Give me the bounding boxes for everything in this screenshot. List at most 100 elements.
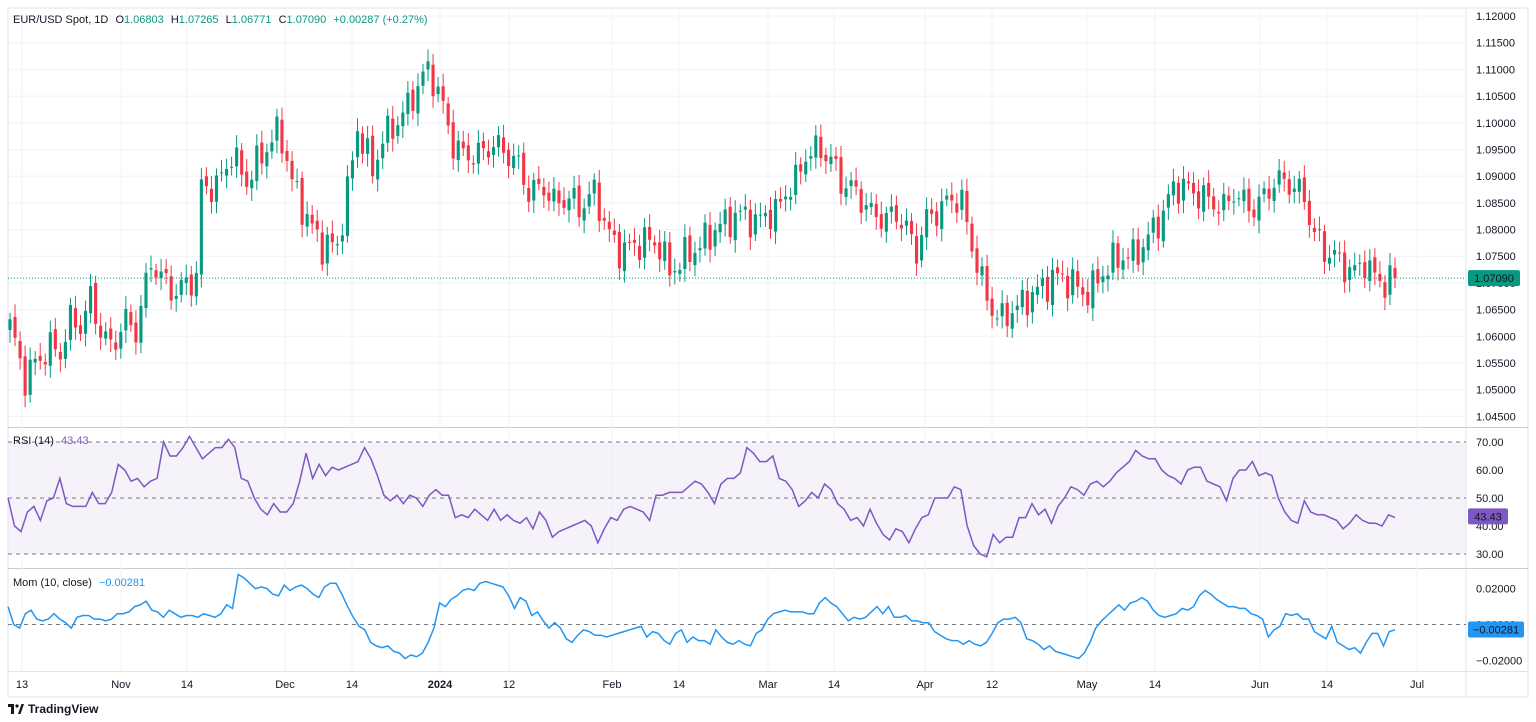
- candle-up: [381, 131, 385, 170]
- candle-down: [1005, 295, 1009, 338]
- candle-body: [360, 133, 365, 154]
- candle-down: [451, 109, 455, 170]
- price-legend: EUR/USD Spot, 1D O1.06803 H1.07265 L1.06…: [13, 14, 432, 26]
- candle-up: [426, 49, 430, 82]
- candle-up: [421, 63, 425, 95]
- price-tick-label: 1.10500: [1476, 91, 1516, 103]
- candle-down: [109, 317, 113, 352]
- candle-down: [446, 97, 450, 135]
- candle-up: [496, 126, 501, 157]
- candle-body: [1131, 239, 1135, 261]
- candle-down: [310, 205, 314, 234]
- candle-body: [1061, 273, 1065, 275]
- rsi-badge-label: 43.43: [1474, 511, 1502, 523]
- candle-down: [1096, 256, 1100, 293]
- candle-down: [542, 177, 546, 208]
- candle-up: [673, 258, 677, 285]
- price-tick-label: 1.10000: [1476, 118, 1516, 130]
- candle-up: [814, 125, 818, 169]
- candle-up: [532, 172, 536, 213]
- candle-up: [869, 192, 873, 215]
- candle-body: [411, 89, 415, 111]
- candle-up: [199, 168, 203, 288]
- candle-down: [466, 133, 470, 174]
- candle-up: [174, 283, 178, 312]
- candle-body: [1272, 187, 1276, 201]
- x-tick-label: 14: [346, 679, 358, 691]
- candle-body: [1166, 194, 1170, 208]
- candle-body: [1111, 242, 1115, 273]
- candle-up: [350, 151, 355, 191]
- candle-up: [1010, 301, 1014, 339]
- candle-body: [617, 231, 621, 269]
- candle-down: [189, 266, 193, 307]
- price-tick-label: 1.04500: [1476, 411, 1516, 423]
- candle-body: [1227, 195, 1231, 202]
- high-label: H: [170, 14, 179, 26]
- candle-body: [663, 241, 667, 261]
- candle-down: [874, 194, 878, 230]
- candle-down: [1302, 165, 1306, 210]
- candle-body: [1121, 260, 1125, 270]
- candle-body: [723, 209, 727, 225]
- candle-down: [461, 130, 465, 156]
- candle-body: [94, 282, 98, 324]
- candle-body: [461, 141, 465, 149]
- candle-down: [627, 233, 632, 251]
- candle-up: [592, 173, 596, 206]
- candle-body: [1222, 193, 1226, 211]
- rsi-value-badge: [1468, 508, 1508, 525]
- candle-body: [325, 234, 329, 264]
- rsi-tick-label: 70.00: [1476, 437, 1504, 449]
- candle-down: [507, 142, 511, 179]
- candle-up: [63, 329, 67, 369]
- candle-body: [265, 152, 269, 167]
- candle-body: [995, 318, 999, 320]
- candle-body: [557, 190, 561, 204]
- candle-body: [1292, 188, 1296, 193]
- candle-body: [648, 226, 652, 240]
- candle-up: [622, 229, 626, 283]
- candle-body: [431, 64, 435, 97]
- candle-up: [567, 190, 571, 223]
- candle-body: [1353, 265, 1357, 271]
- candle-up: [376, 149, 380, 192]
- candle-body: [1056, 267, 1060, 274]
- price-tick-label: 1.12000: [1476, 11, 1516, 23]
- candle-down: [1081, 278, 1085, 307]
- x-tick-label: Mar: [759, 679, 778, 691]
- candle-body: [164, 268, 168, 274]
- rsi-value: 43.43: [61, 435, 89, 447]
- candle-body: [320, 232, 324, 265]
- candle-body: [683, 237, 687, 269]
- candle-up: [1327, 245, 1332, 271]
- candle-body: [643, 227, 647, 258]
- candle-body: [637, 245, 642, 260]
- candle-up: [517, 145, 521, 170]
- candle-down: [899, 214, 903, 242]
- candle-body: [632, 239, 637, 243]
- candle-up: [275, 108, 279, 154]
- candle-body: [678, 269, 682, 274]
- candle-down: [53, 317, 57, 357]
- candle-up: [83, 300, 88, 347]
- candle-down: [1025, 278, 1029, 328]
- candle-up: [713, 222, 717, 257]
- price-tick-label: 1.11500: [1476, 38, 1515, 50]
- candle-up: [406, 81, 410, 126]
- candle-up: [119, 323, 123, 359]
- tradingview-logo-icon: [8, 704, 24, 714]
- candle-body: [179, 280, 183, 295]
- tradingview-brand[interactable]: TradingView: [8, 702, 98, 716]
- x-tick-label: 14: [828, 679, 840, 691]
- candle-up: [980, 257, 984, 286]
- candle-body: [119, 331, 123, 349]
- change-value: +0.00287 (+0.27%): [333, 14, 428, 26]
- candle-up: [139, 295, 143, 354]
- candle-up: [960, 179, 964, 220]
- candle-body: [1242, 189, 1246, 202]
- low-value: 1.06771: [231, 14, 272, 26]
- candle-down: [1393, 257, 1397, 288]
- price-tick-label: 1.09000: [1476, 171, 1516, 183]
